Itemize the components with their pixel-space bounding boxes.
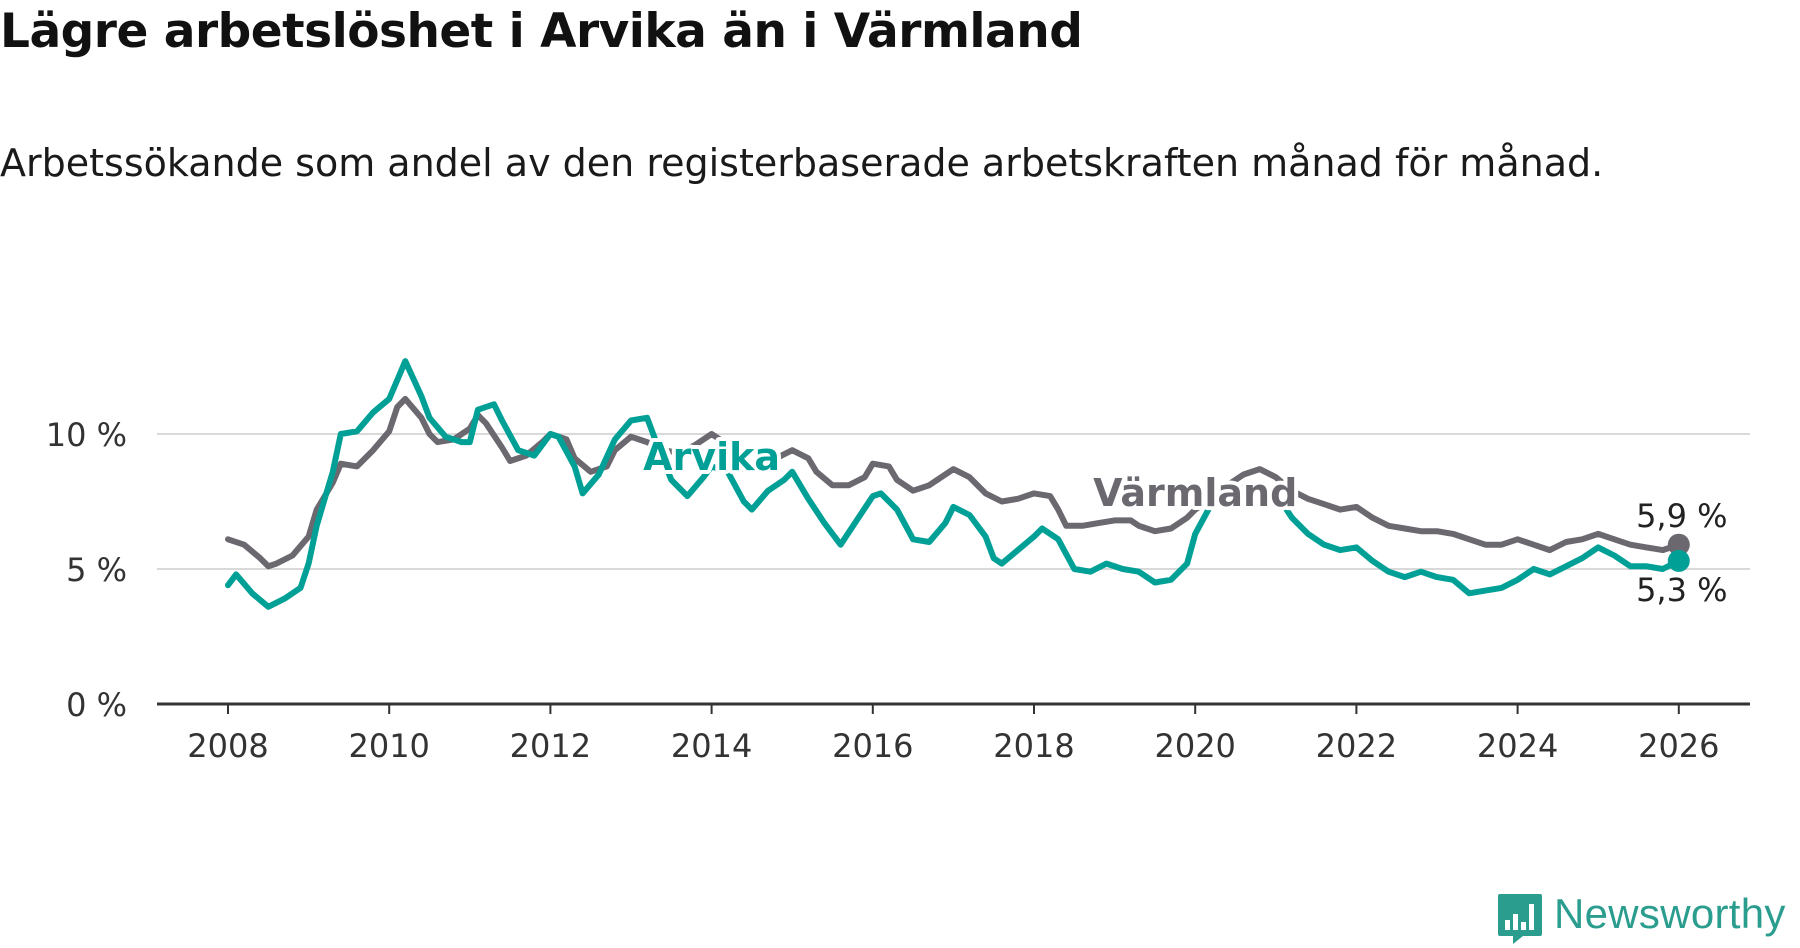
x-tick-label: 2020 <box>1154 727 1235 765</box>
x-tick-label: 2012 <box>510 727 591 765</box>
y-tick-label: 5 % <box>66 551 127 589</box>
series-line-varmland <box>225 395 1682 570</box>
x-axis: 2008 2010 2012 2014 2016 2018 2020 2022 2024 2026 <box>157 702 1750 765</box>
end-point-varmland <box>1667 533 1690 556</box>
end-value-label: 5,3 % <box>1636 571 1727 609</box>
x-tick-label: 2022 <box>1316 727 1397 765</box>
series-line-arvika <box>225 358 1682 610</box>
end-value-label: 5,9 % <box>1636 497 1727 535</box>
chart-title: Lägre arbetslöshet i Arvika än i Värmlan… <box>0 4 1083 59</box>
x-tick-label: 2010 <box>348 727 429 765</box>
end-point-arvika <box>1667 549 1690 572</box>
series-lines <box>225 358 1690 610</box>
series-name-label: Värmland <box>1093 471 1297 515</box>
x-tick-label: 2008 <box>187 727 268 765</box>
x-tick-label: 2016 <box>832 727 913 765</box>
brand-name: Newsworthy <box>1554 890 1786 937</box>
gridlines <box>157 433 1750 570</box>
x-tick-label: 2014 <box>671 727 752 765</box>
newsworthy-logo-icon <box>1498 894 1542 944</box>
series-labels: Värmland Arvika 5,9 % 5,3 % <box>639 431 1730 612</box>
x-tick-label: 2024 <box>1477 727 1558 765</box>
y-axis-ticks: 0 % 5 % 10 % <box>46 416 127 724</box>
newsworthy-logo: Newsworthy <box>1497 890 1800 948</box>
series-name-label: Arvika <box>643 435 780 479</box>
x-tick-label: 2018 <box>993 727 1074 765</box>
x-tick-label: 2026 <box>1638 727 1719 765</box>
y-tick-label: 0 % <box>66 686 127 724</box>
y-tick-label: 10 % <box>46 416 127 454</box>
chart-subtitle: Arbetssökande som andel av den registerb… <box>0 141 1604 185</box>
